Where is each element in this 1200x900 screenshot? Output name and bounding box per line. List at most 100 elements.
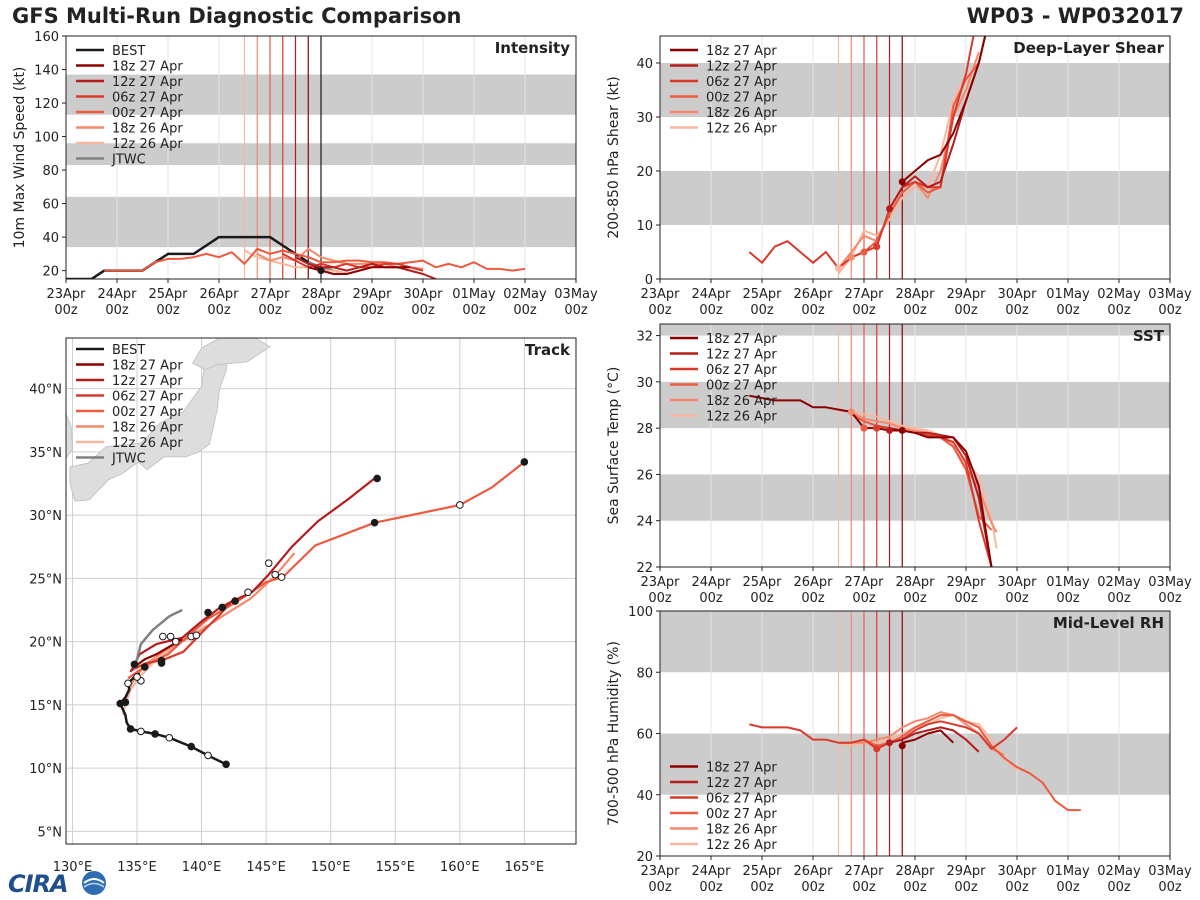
sst-x-tick-label: 30Apr xyxy=(997,575,1037,590)
rh-x-tick-label: 25Apr xyxy=(742,864,782,879)
track-position-marker xyxy=(370,518,379,527)
track-position-marker xyxy=(231,597,239,605)
sst-y-tick-label: 24 xyxy=(636,515,653,530)
track-legend-label: 12z 27 Apr xyxy=(112,374,183,389)
shear-x-tick-label: 27Apr xyxy=(844,287,884,302)
rh-x-tick-label: 23Apr xyxy=(640,864,680,879)
sst-x-tick-label: 00z xyxy=(1158,591,1182,606)
intensity-y-tick-label: 100 xyxy=(34,131,59,146)
shear-x-tick-label: 01May xyxy=(1046,287,1090,302)
sst-x-tick-label: 28Apr xyxy=(895,575,935,590)
track-position-marker xyxy=(165,733,174,742)
cira-logo xyxy=(82,871,106,895)
track-position-marker xyxy=(151,730,159,738)
track-y-tick-label: 5°N xyxy=(38,825,63,840)
intensity-x-tick-label: 27Apr xyxy=(250,287,290,302)
shear-legend-label: 18z 26 Apr xyxy=(706,106,777,121)
track-plot-area xyxy=(66,338,576,844)
sst-run-line xyxy=(749,394,993,567)
intensity-run-line xyxy=(244,249,347,275)
track-chart-title: Track xyxy=(525,341,571,359)
intensity-x-tick-label: 00z xyxy=(105,303,129,318)
track-y-tick-label: 25°N xyxy=(29,572,62,587)
intensity-x-tick-label: 00z xyxy=(360,303,384,318)
sst-x-tick-label: 00z xyxy=(903,591,927,606)
intensity-y-tick-label: 120 xyxy=(34,97,59,112)
intensity-legend-label: 12z 27 Apr xyxy=(112,75,183,90)
rh-marker xyxy=(886,739,893,747)
track-jtwc-line xyxy=(133,608,183,670)
shear-x-tick-label: 00z xyxy=(1158,303,1182,318)
shear-x-tick-label: 30Apr xyxy=(997,287,1037,302)
shear-x-tick-label: 00z xyxy=(801,303,825,318)
shear-y-axis-label: 200-850 hPa Shear (kt) xyxy=(606,76,622,238)
track-best-line xyxy=(118,672,227,766)
track-position-marker xyxy=(187,742,196,751)
rh-x-tick-label: 28Apr xyxy=(895,864,935,879)
rh-x-tick-label: 24Apr xyxy=(691,864,731,879)
shear-y-tick-label: 30 xyxy=(636,111,653,126)
track-position-marker xyxy=(271,570,279,579)
sst-legend-label: 18z 26 Apr xyxy=(706,394,777,409)
sst-marker xyxy=(860,424,868,432)
land-shape xyxy=(69,338,231,502)
intensity-legend-label: 00z 27 Apr xyxy=(112,106,183,121)
sst-marker xyxy=(847,408,855,416)
intensity-x-tick-label: 00z xyxy=(564,303,588,318)
track-legend-label: 18z 26 Apr xyxy=(112,421,183,436)
intensity-y-tick-label: 160 xyxy=(34,30,59,45)
intensity-y-tick-label: 20 xyxy=(42,265,59,280)
track-position-marker xyxy=(126,725,135,733)
sst-y-tick-label: 22 xyxy=(636,561,653,576)
sst-x-tick-label: 25Apr xyxy=(742,575,782,590)
intensity-run-line xyxy=(104,247,526,272)
track-position-marker xyxy=(133,673,141,681)
track-x-tick-label: 160°E xyxy=(440,860,480,875)
intensity-x-tick-label: 00z xyxy=(513,303,537,318)
shear-y-tick-label: 40 xyxy=(636,57,653,72)
track-x-tick-label: 165°E xyxy=(505,860,545,875)
intensity-x-tick-label: 23Apr xyxy=(46,287,86,302)
shear-x-tick-label: 28Apr xyxy=(895,287,935,302)
rh-marker xyxy=(873,745,881,753)
sst-x-tick-label: 00z xyxy=(648,591,672,606)
track-position-marker xyxy=(204,751,212,760)
shear-x-tick-label: 29Apr xyxy=(946,287,986,302)
rh-y-tick-label: 40 xyxy=(636,789,653,804)
intensity-legend-label: 18z 27 Apr xyxy=(112,60,183,75)
rh-chart-title: Mid-Level RH xyxy=(1053,614,1164,632)
intensity-marker xyxy=(317,267,325,275)
intensity-chart-title: Intensity xyxy=(495,39,571,57)
rh-x-tick-label: 00z xyxy=(1107,880,1131,895)
sst-x-tick-label: 00z xyxy=(801,591,825,606)
track-position-marker xyxy=(204,608,212,617)
shear-legend-label: 12z 26 Apr xyxy=(706,122,777,137)
sst-y-axis-label: Sea Surface Temp (°C) xyxy=(606,367,622,525)
rh-x-tick-label: 01May xyxy=(1046,864,1090,879)
track-legend-label: JTWC xyxy=(111,452,146,467)
shear-x-tick-label: 00z xyxy=(1056,303,1080,318)
track-legend-label: 12z 26 Apr xyxy=(112,436,183,451)
sst-marker xyxy=(886,426,893,434)
shear-x-tick-label: 00z xyxy=(699,303,723,318)
rh-x-tick-label: 30Apr xyxy=(997,864,1037,879)
track-y-tick-label: 30°N xyxy=(29,509,62,524)
sst-marker xyxy=(898,426,906,434)
rh-y-tick-label: 100 xyxy=(628,605,653,620)
land-shape xyxy=(191,338,271,371)
land-shape xyxy=(66,413,73,459)
intensity-legend-label: 18z 26 Apr xyxy=(112,122,183,137)
intensity-x-tick-label: 00z xyxy=(309,303,333,318)
rh-y-axis-label: 700-500 hPa Humidity (%) xyxy=(606,641,622,826)
track-y-tick-label: 20°N xyxy=(29,636,62,651)
intensity-plot-area xyxy=(66,36,576,279)
shear-x-tick-label: 25Apr xyxy=(742,287,782,302)
sst-x-tick-label: 24Apr xyxy=(691,575,731,590)
rh-x-tick-label: 00z xyxy=(903,880,927,895)
intensity-y-axis-label: 10m Max Wind Speed (kt) xyxy=(12,67,28,249)
rh-x-tick-label: 26Apr xyxy=(793,864,833,879)
track-position-marker xyxy=(140,663,149,671)
rh-legend-label: 00z 27 Apr xyxy=(706,807,777,822)
sst-x-tick-label: 26Apr xyxy=(793,575,833,590)
intensity-x-tick-label: 28Apr xyxy=(301,287,341,302)
